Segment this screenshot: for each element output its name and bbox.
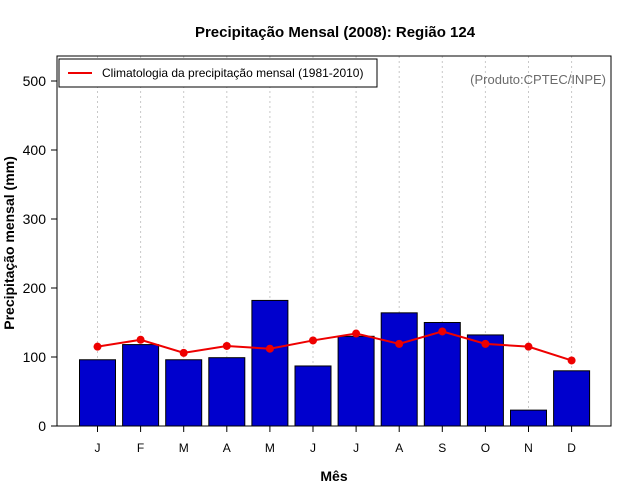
climatology-point-4 [222, 341, 231, 350]
climatology-point-6 [309, 336, 317, 345]
x-tick-label: A [395, 441, 403, 455]
y-axis: 0 100 200 300 400 500 [23, 73, 57, 434]
bar-4 [208, 357, 246, 427]
x-tick-label: M [265, 441, 275, 455]
x-tick-label: J [95, 441, 101, 455]
y-tick-label: 200 [23, 280, 47, 296]
legend-label: Climatologia da precipitação mensal (198… [102, 66, 363, 80]
climatology-point-8 [395, 339, 404, 348]
climatology-point-3 [179, 348, 188, 357]
climatology-point-12 [567, 356, 576, 365]
climatology-line-group [93, 327, 576, 365]
grid-lines [97, 56, 573, 426]
climatology-line [97, 330, 572, 362]
x-tick-label: J [353, 441, 359, 455]
x-tick-label: N [524, 441, 533, 455]
legend-box [58, 58, 378, 88]
bar-9 [423, 322, 461, 427]
chart-title: Precipitação Mensal (2008): Região 124 [195, 24, 476, 41]
y-tick-label: 0 [38, 418, 46, 434]
y-tick-label: 100 [23, 349, 47, 365]
x-tick-label: F [137, 441, 144, 455]
climatology-point-2 [136, 335, 145, 344]
climatology-point-10 [481, 339, 490, 348]
bar-11 [510, 409, 547, 427]
bars-group [79, 299, 591, 427]
product-credit: (Produto:CPTEC/INPE) [470, 72, 606, 87]
y-tick-label: 400 [23, 142, 47, 158]
bar-3 [165, 359, 203, 427]
bar-5 [251, 299, 289, 427]
climatology-point-7 [352, 329, 361, 338]
plot-frame [56, 55, 612, 427]
x-tick-label: S [438, 441, 446, 455]
climatology-point-5 [265, 344, 274, 353]
climatology-point-9 [438, 327, 447, 336]
bar-2 [122, 344, 160, 427]
x-tick-label: O [481, 441, 490, 455]
bar-6 [294, 365, 332, 427]
bar-8 [380, 312, 418, 427]
climatology-point-1 [93, 342, 102, 351]
x-tick-label: D [567, 441, 576, 455]
x-tick-label: A [223, 441, 231, 455]
x-tick-label: M [179, 441, 189, 455]
bar-7 [337, 335, 375, 427]
x-axis-title: Mês [320, 468, 347, 484]
bar-1 [79, 359, 116, 427]
x-tick-label: J [310, 441, 316, 455]
y-tick-label: 300 [23, 211, 47, 227]
bar-12 [553, 370, 591, 427]
bar-10 [466, 334, 504, 427]
y-axis-title: Precipitação mensal (mm) [1, 156, 17, 330]
climatology-point-11 [524, 342, 533, 351]
y-tick-label: 500 [23, 73, 47, 89]
legend: Climatologia da precipitação mensal (198… [58, 58, 378, 88]
